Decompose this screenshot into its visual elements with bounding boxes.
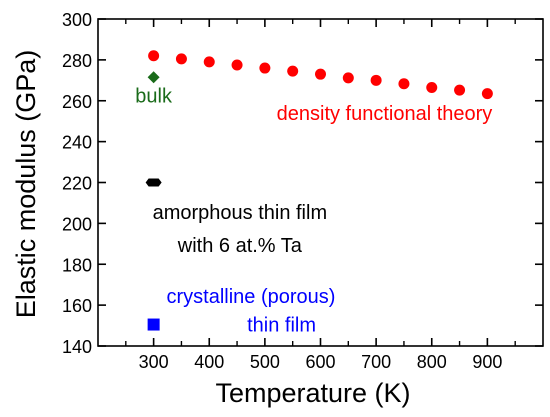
x-tick-label: 600 — [305, 352, 335, 372]
x-axis-label: Temperature (K) — [215, 378, 410, 408]
x-tick-label: 700 — [361, 352, 391, 372]
dft-point — [342, 72, 354, 84]
dft-point — [148, 50, 160, 62]
y-tick-label: 300 — [62, 10, 92, 30]
crystalline-point — [147, 318, 160, 331]
dft-point — [454, 84, 466, 96]
y-tick-label: 220 — [62, 174, 92, 194]
y-tick-label: 160 — [62, 296, 92, 316]
amorphous-point — [145, 178, 162, 187]
y-tick-label: 140 — [62, 337, 92, 357]
dft-point — [259, 62, 271, 74]
x-tick-label: 400 — [194, 352, 224, 372]
bulk-point — [147, 71, 160, 84]
dft-point — [398, 78, 410, 90]
y-tick-label: 180 — [62, 255, 92, 275]
y-tick-label: 260 — [62, 92, 92, 112]
dft-point — [426, 81, 438, 93]
axes: 140 160 180 200 220 240 260 280 300 300 400 500 600 7… — [62, 10, 544, 372]
amorphous-label: with 6 at.% Ta — [177, 235, 303, 257]
y-axis-label: Elastic modulus (GPa) — [11, 50, 41, 319]
data-marks — [145, 50, 493, 331]
amorphous-label: amorphous thin film — [153, 202, 328, 224]
y-tick-label: 240 — [62, 133, 92, 153]
dft-point — [203, 56, 215, 68]
dft-point — [287, 65, 299, 77]
dft-point — [370, 74, 382, 86]
annotations: bulk density functional theory amorphous t… — [135, 86, 492, 337]
x-tick-label: 900 — [472, 352, 502, 372]
dft-point — [481, 88, 493, 100]
dft-point — [231, 59, 243, 71]
bulk-label: bulk — [135, 86, 173, 108]
x-tick-label: 300 — [139, 352, 169, 372]
x-tick-label: 500 — [250, 352, 280, 372]
dft-point — [315, 68, 326, 80]
y-tick-label: 280 — [62, 51, 92, 71]
dft-label: density functional theory — [277, 103, 493, 125]
crystalline-label: thin film — [247, 315, 316, 337]
x-tick-label: 800 — [417, 352, 447, 372]
crystalline-label: crystalline (porous) — [166, 286, 335, 308]
y-tick-label: 200 — [62, 214, 92, 234]
dft-point — [175, 53, 187, 65]
